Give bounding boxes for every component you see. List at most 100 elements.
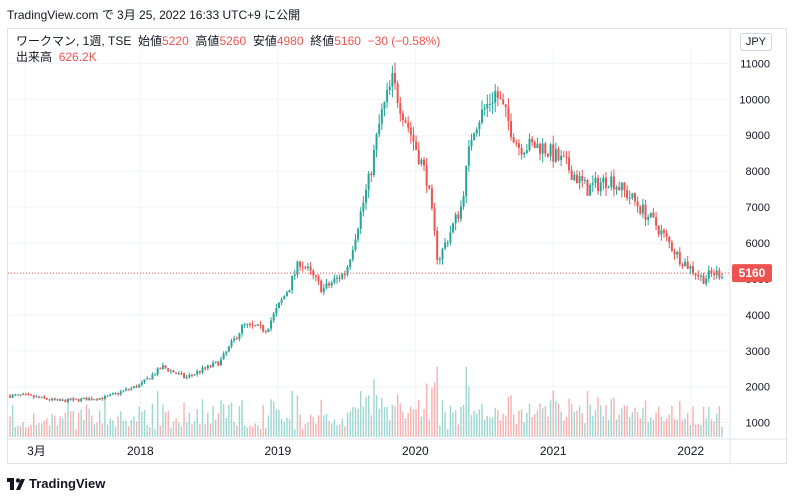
candle-body [554, 149, 557, 162]
candle-body [30, 394, 33, 396]
volume-bar [497, 409, 499, 437]
volume-bar [25, 427, 27, 437]
volume-bar [331, 423, 333, 437]
volume-bar [185, 422, 188, 437]
candle-body [53, 398, 56, 400]
candle-body [475, 129, 478, 134]
candle-body [101, 397, 104, 400]
candle-body [106, 395, 109, 397]
volume-bar [162, 404, 164, 437]
candle-body [386, 90, 389, 102]
volume-bar [652, 419, 655, 437]
volume-bar [362, 406, 365, 437]
candle-body [557, 149, 560, 161]
candle-body [404, 120, 407, 123]
candle-body [573, 174, 576, 180]
volume-bar [586, 391, 589, 437]
candle-body [713, 272, 716, 276]
publish-credit: TradingView.com で 3月 25, 2022 16:33 UTC+… [7, 8, 301, 22]
candle-body [349, 259, 352, 267]
candle-body [188, 374, 191, 377]
volume-bar [46, 418, 48, 437]
volume-bar [193, 421, 196, 437]
time-axis[interactable]: 3月 2018 2019 2020 2021 2022 [8, 438, 788, 458]
candle-body [523, 152, 526, 155]
candle-body [375, 134, 378, 150]
candle-body [296, 261, 299, 275]
candle-body [22, 394, 25, 396]
volume-bar [201, 399, 204, 437]
candle-body [670, 242, 673, 252]
candle-body [283, 295, 286, 300]
volume-bar [673, 418, 676, 437]
candle-body [721, 276, 723, 278]
candle-body [470, 140, 473, 147]
volume-bar [681, 419, 684, 437]
volume-bar [454, 410, 457, 437]
candle-body [227, 346, 230, 352]
volume-bar [180, 426, 183, 437]
candle-body [264, 331, 267, 333]
volume-bar [528, 403, 531, 437]
volume-bar [597, 396, 599, 437]
candle-body [164, 365, 167, 369]
volume-bar [607, 420, 610, 437]
volume-bar [88, 408, 90, 437]
volume-bar [59, 416, 61, 437]
candle-body [604, 177, 607, 188]
candle-body [673, 251, 676, 255]
volume-bar [40, 423, 43, 437]
y-tick-label: 1000 [746, 418, 770, 430]
candle-body [61, 399, 64, 401]
volume-bar [241, 400, 243, 437]
candle-body [502, 99, 505, 105]
candle-body [417, 149, 420, 164]
volume-bar [531, 416, 533, 437]
candle-body [138, 384, 141, 388]
volume-bar [178, 422, 180, 437]
volume-bar [320, 399, 322, 437]
candle-body [38, 396, 41, 398]
volume-bar [257, 425, 259, 437]
candle-body [565, 156, 568, 158]
price-chart[interactable]: 1000200030004000500060007000800090001000… [8, 29, 788, 465]
volume-bar [378, 408, 380, 437]
candle-body [560, 155, 563, 161]
candle-body [159, 368, 162, 370]
volume-bar [444, 411, 446, 437]
candle-body [544, 143, 547, 154]
y-tick-label: 6000 [746, 238, 770, 250]
candle-body [96, 399, 99, 401]
volume-bar [283, 421, 285, 437]
x-tick-label: 2019 [264, 444, 291, 458]
low-value: 4980 [276, 34, 304, 48]
volume-bar [718, 406, 721, 437]
candle-body [293, 274, 296, 276]
currency-button[interactable]: JPY [739, 33, 772, 51]
volume-bar [357, 408, 359, 437]
volume-bar [563, 420, 565, 437]
candle-body [454, 214, 457, 224]
candle-body [583, 179, 586, 181]
volume-bar [602, 416, 605, 437]
volume-bar [154, 428, 156, 437]
volume-bar [302, 428, 304, 437]
price-axis[interactable]: 1000200030004000500060007000800090001000… [729, 29, 770, 465]
candle-body [235, 338, 238, 340]
volume-bar [196, 409, 198, 437]
tradingview-logo[interactable]: TradingView [7, 476, 105, 491]
candle-body [19, 394, 22, 396]
chart-panel[interactable]: ワークマン, 1週, TSE 始値5220 高値5260 安値4980 終値51… [7, 28, 788, 465]
candle-body [718, 270, 721, 278]
volume-bar [233, 421, 235, 437]
y-tick-label: 10000 [739, 94, 770, 106]
candle-body [636, 201, 639, 207]
volume-bar [544, 406, 547, 437]
volume-bar [494, 408, 496, 437]
candle-body [301, 266, 304, 268]
volume-bar [473, 410, 475, 437]
volume-bar [594, 410, 597, 437]
candle-body [267, 328, 270, 332]
candle-body [98, 397, 101, 400]
candle-body [59, 399, 62, 401]
